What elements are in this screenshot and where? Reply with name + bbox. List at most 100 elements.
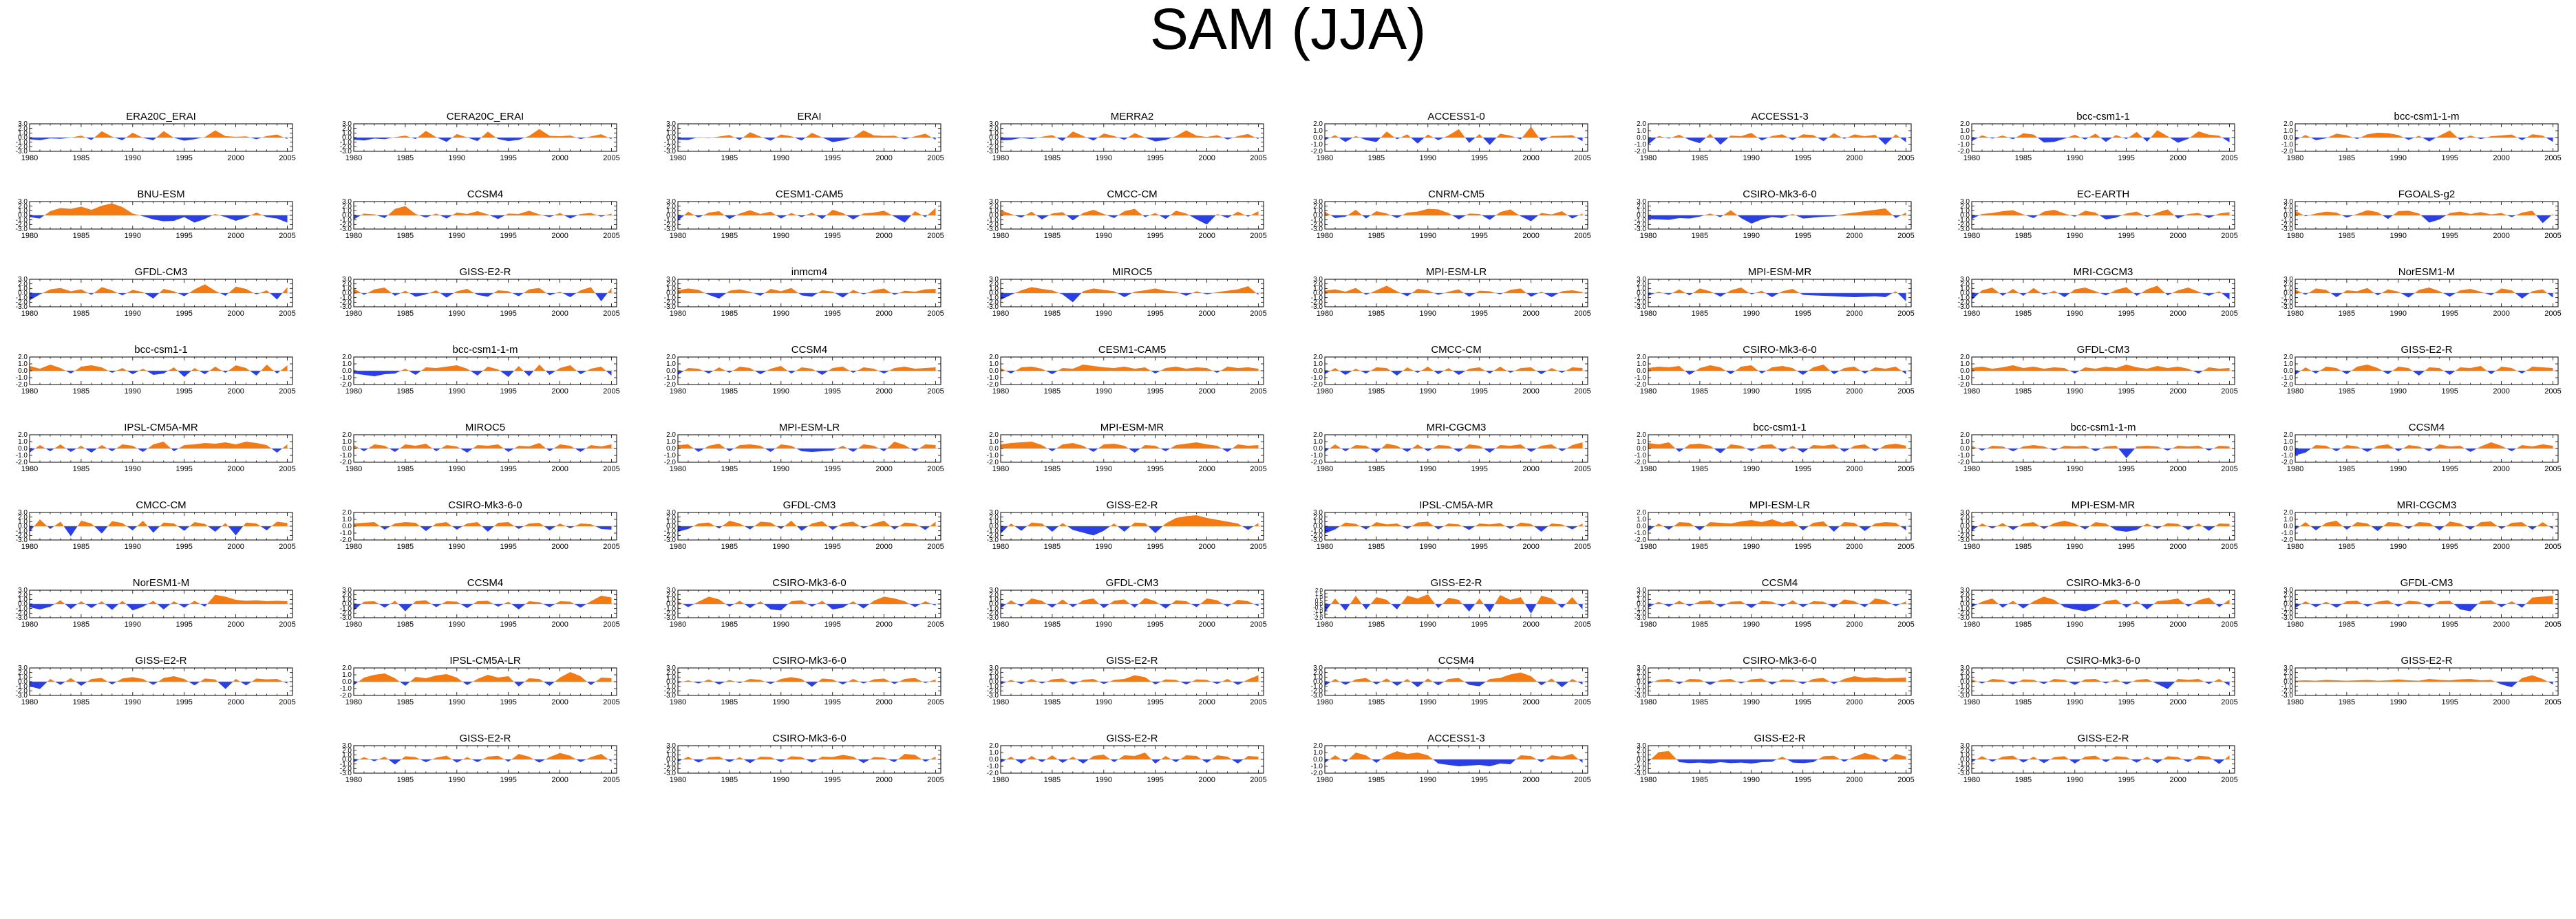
y-tick-label: -3.0	[16, 148, 28, 155]
y-tick-label: -1.0	[1635, 217, 1647, 224]
y-tick-label: -2.0	[1311, 532, 1323, 540]
y-tick-label: 3.0	[666, 120, 676, 128]
panel-series	[1001, 675, 1264, 685]
x-tick-label: 1990	[449, 465, 465, 473]
y-tick-label: 2.0	[18, 281, 28, 288]
x-tick-label: 2000	[227, 620, 244, 629]
x-tick-label: 1990	[449, 620, 465, 629]
negative-area	[1001, 293, 1259, 303]
y-tick-label: -3.0	[987, 148, 999, 155]
x-tick-label: 1980	[670, 698, 686, 706]
x-tick-label: 1985	[1044, 387, 1061, 396]
y-tick-label: 2.0	[1637, 431, 1646, 439]
x-tick-label: 1990	[1096, 310, 1112, 318]
x-tick-label: 1980	[345, 465, 362, 473]
x-tick-label: 1995	[2118, 232, 2134, 240]
positive-area	[354, 287, 612, 293]
y-tick-label: 0.0	[342, 445, 352, 453]
x-tick-label: 2000	[551, 543, 568, 551]
panel-title: ERAI	[797, 111, 821, 122]
x-tick-label: 1980	[1963, 154, 1980, 162]
x-tick-label: 1990	[1743, 154, 1760, 162]
x-tick-label: 1995	[1147, 232, 1163, 240]
y-tick-label: 2.0	[666, 514, 676, 521]
y-tick-label: -2.0	[1958, 532, 1970, 540]
y-tick-label: -1.0	[2281, 217, 2294, 224]
y-tick-label: 1.0	[666, 519, 676, 526]
positive-area	[30, 676, 288, 682]
x-tick-label: 1995	[1471, 154, 1487, 162]
y-tick-label: -2.0	[664, 610, 677, 618]
panel-title: CESM1-CAM5	[1098, 344, 1166, 356]
x-tick-label: 1990	[449, 154, 465, 162]
x-tick-label: 2000	[1198, 543, 1215, 551]
x-tick-label: 1985	[397, 387, 414, 396]
panel-title: MIROC5	[465, 422, 505, 433]
y-tick-label: 3.0	[18, 587, 28, 594]
x-tick-label: 1990	[449, 310, 465, 318]
y-tick-label: 2.0	[989, 354, 999, 361]
y-tick-label: -3.0	[1958, 537, 1970, 544]
positive-area	[1972, 445, 2230, 448]
y-tick-label: 0.0	[989, 678, 999, 686]
y-tick-label: -2.0	[16, 144, 28, 151]
panel-series	[354, 206, 617, 219]
positive-area	[1001, 675, 1259, 682]
y-tick-label: 3.0	[18, 120, 28, 128]
y-tick-label: 2.0	[1313, 354, 1323, 361]
y-tick-label: -3.0	[987, 692, 999, 700]
y-tick-label: -2.0	[1635, 221, 1647, 229]
chart-panel-53: GISS-E2-R 2.01.51.00.50.0-0.5-1.0-1.5-2.0…	[1313, 577, 1591, 629]
positive-area	[354, 443, 612, 448]
positive-area	[2295, 288, 2553, 293]
panel-series	[354, 365, 617, 377]
positive-area	[678, 442, 936, 448]
x-tick-label: 1985	[73, 543, 89, 551]
y-tick-label: 2.0	[989, 203, 999, 210]
x-tick-label: 2000	[2493, 465, 2509, 473]
negative-area	[30, 604, 288, 611]
x-tick-label: 1990	[125, 387, 141, 396]
y-tick-label: 0.0	[1313, 134, 1323, 142]
x-tick-label: 2000	[1198, 387, 1215, 396]
x-tick-label: 2005	[2221, 310, 2237, 318]
y-tick-label: 0.0	[989, 367, 999, 375]
panel-series	[2295, 288, 2558, 299]
y-tick-label: 1.0	[1313, 127, 1323, 135]
panel-series	[1648, 442, 1911, 453]
positive-area	[30, 365, 288, 371]
x-tick-label: 1995	[1147, 620, 1163, 629]
y-tick-label: 1.0	[2284, 596, 2293, 604]
y-tick-label: 3.0	[1313, 509, 1323, 517]
negative-area	[678, 371, 936, 375]
positive-area	[1001, 130, 1259, 138]
negative-area	[30, 682, 288, 689]
x-tick-label: 2005	[1574, 310, 1590, 318]
y-tick-label: 2.0	[989, 281, 999, 288]
x-tick-label: 1990	[2390, 387, 2407, 396]
positive-area	[1001, 515, 1259, 526]
y-tick-label: -2.0	[664, 221, 677, 229]
y-tick-label: -1.0	[16, 528, 28, 535]
x-tick-label: 1990	[449, 543, 465, 551]
y-tick-label: -2.0	[1958, 610, 1970, 618]
y-tick-label: 1.0	[2284, 438, 2293, 446]
x-tick-label: 2005	[1250, 154, 1266, 162]
y-tick-label: 1.0	[989, 285, 999, 293]
x-tick-label: 1980	[992, 232, 1009, 240]
x-tick-label: 1985	[1368, 232, 1385, 240]
positive-area	[1325, 208, 1583, 215]
panel-series	[1325, 367, 1588, 376]
negative-area	[30, 138, 288, 141]
y-tick-label: 2.0	[1960, 281, 1970, 288]
y-tick-label: -1.0	[1958, 217, 1970, 224]
x-tick-label: 2005	[2544, 232, 2561, 240]
y-tick-label: -1.0	[664, 452, 677, 460]
